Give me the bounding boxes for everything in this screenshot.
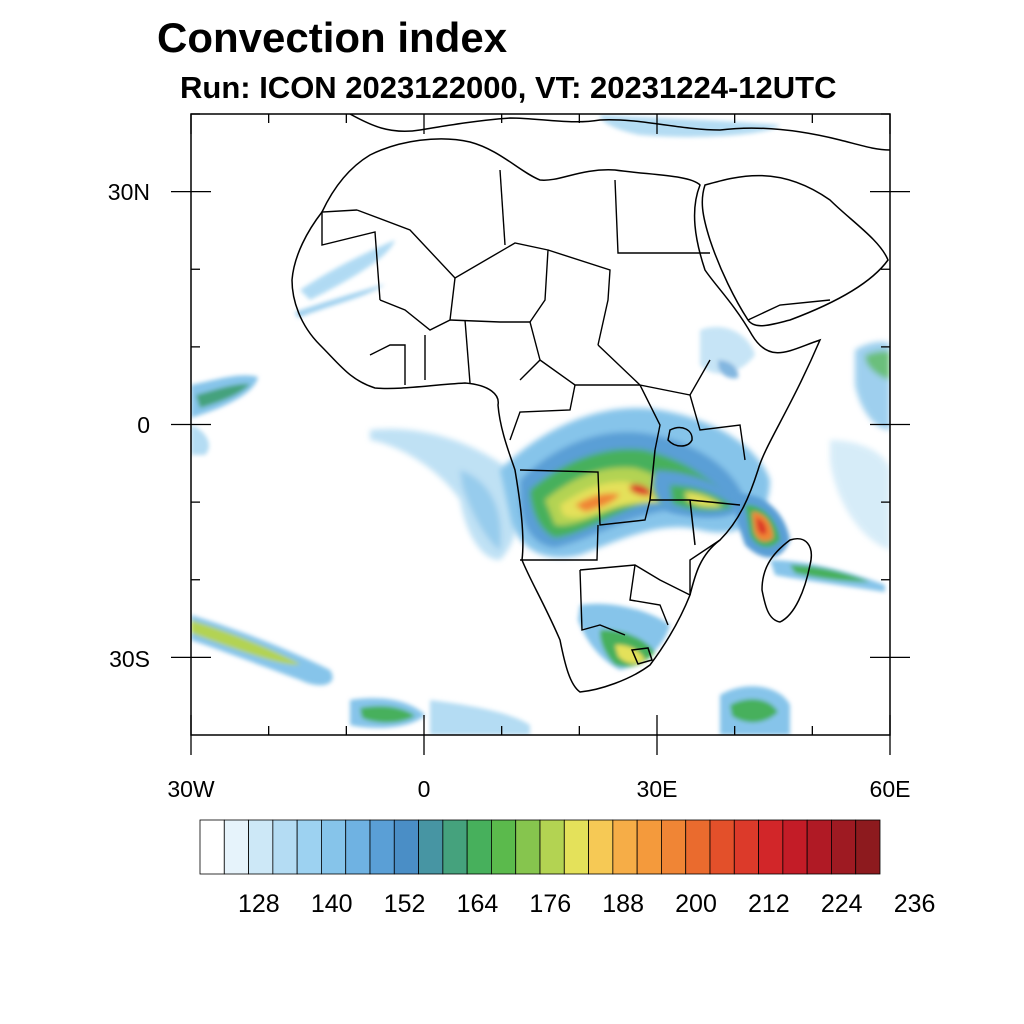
coastlines	[291, 114, 890, 693]
colorbar-swatch	[199, 819, 225, 875]
lon-axis-labels: 30W 0 30E 60E	[167, 776, 910, 802]
colorbar-tick-label: 140	[311, 890, 353, 918]
colorbar-swatch	[296, 819, 322, 875]
colorbar-swatch	[369, 819, 395, 875]
colorbar-swatch	[661, 819, 687, 875]
colorbar-swatch	[515, 819, 541, 875]
convection-field	[191, 114, 890, 735]
lat-axis-labels: 30N 0 30S	[108, 179, 150, 672]
colorbar-labels: 128 140 152 164 176 188 200 212 224 236	[238, 890, 935, 918]
colorbar-swatch	[491, 819, 517, 875]
map-subtitle: Run: ICON 2023122000, VT: 20231224-12UTC	[180, 70, 837, 105]
colorbar-swatch	[685, 819, 711, 875]
colorbar-tick-label: 152	[384, 890, 426, 918]
colorbar-swatch	[636, 819, 662, 875]
lon-label-30w: 30W	[167, 776, 215, 802]
colorbar-swatch	[782, 819, 808, 875]
colorbar-swatch	[612, 819, 638, 875]
colorbar-swatch	[539, 819, 565, 875]
map-title: Convection index	[157, 14, 508, 61]
colorbar	[199, 819, 881, 875]
colorbar-swatch	[321, 819, 347, 875]
colorbar-tick-label: 212	[748, 890, 790, 918]
colorbar-tick-label: 128	[238, 890, 280, 918]
colorbar-swatch	[588, 819, 614, 875]
colorbar-swatch	[466, 819, 492, 875]
axis-ticks	[171, 113, 910, 755]
colorbar-tick-label: 176	[529, 890, 571, 918]
colorbar-swatch	[393, 819, 419, 875]
lat-label-30s: 30S	[109, 646, 150, 672]
colorbar-swatch	[442, 819, 468, 875]
colorbar-swatch	[248, 819, 274, 875]
colorbar-swatch	[345, 819, 371, 875]
lon-label-60e: 60E	[870, 776, 911, 802]
colorbar-swatch	[733, 819, 759, 875]
lon-label-30e: 30E	[637, 776, 678, 802]
lat-label-30n: 30N	[108, 179, 150, 205]
colorbar-swatch	[709, 819, 735, 875]
colorbar-swatch	[418, 819, 444, 875]
colorbar-tick-label: 188	[602, 890, 644, 918]
colorbar-tick-label: 164	[457, 890, 499, 918]
colorbar-swatch	[563, 819, 589, 875]
country-borders	[321, 169, 831, 636]
lat-label-0: 0	[137, 412, 150, 438]
colorbar-swatch	[831, 819, 857, 875]
colorbar-tick-label: 200	[675, 890, 717, 918]
colorbar-swatch	[223, 819, 249, 875]
colorbar-tick-label: 236	[894, 890, 936, 918]
colorbar-swatch	[855, 819, 881, 875]
colorbar-tick-label: 224	[821, 890, 863, 918]
colorbar-swatch	[806, 819, 832, 875]
lon-label-0: 0	[418, 776, 431, 802]
colorbar-swatch	[758, 819, 784, 875]
colorbar-swatch	[272, 819, 298, 875]
